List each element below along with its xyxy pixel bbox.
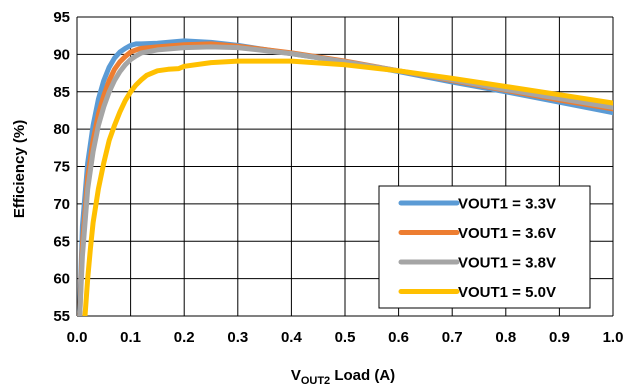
x-tick-labels: 0.0 0.1 0.2 0.3 0.4 0.5 0.6 0.7 0.8 0.9 1.0 — [67, 329, 624, 346]
x-tick-label: 0.3 — [227, 329, 248, 346]
legend-box — [378, 185, 591, 309]
x-axis-title-main: V — [291, 367, 301, 384]
x-tick-label: 0.7 — [442, 329, 463, 346]
x-tick-label: 0.6 — [388, 329, 409, 346]
y-tick-label: 90 — [53, 46, 70, 63]
x-tick-label: 1.0 — [603, 329, 624, 346]
x-tick-label: 0.1 — [120, 329, 141, 346]
y-tick-label: 85 — [53, 84, 70, 101]
legend-label: VOUT1 = 3.8V — [458, 255, 556, 272]
x-tick-label: 0.2 — [174, 329, 195, 346]
y-tick-label: 65 — [53, 233, 70, 250]
y-tick-label: 80 — [53, 121, 70, 138]
x-axis-title-sub: OUT2 — [301, 375, 330, 387]
x-tick-label: 0.5 — [335, 329, 356, 346]
x-tick-label: 0.0 — [67, 329, 88, 346]
series-lines — [77, 38, 613, 316]
legend-label: VOUT1 = 5.0V — [458, 284, 556, 301]
x-tick-label: 0.8 — [495, 329, 516, 346]
y-tick-labels: 55 60 65 70 75 80 85 90 95 — [53, 9, 70, 325]
y-tick-label: 75 — [53, 159, 70, 176]
y-tick-label: 70 — [53, 196, 70, 213]
x-axis-title-rest: Load (A) — [330, 367, 395, 384]
y-axis-title: Efficiency (%) — [11, 120, 28, 218]
x-axis-title: VOUT2 Load (A) — [291, 367, 395, 387]
y-tick-label: 55 — [53, 308, 70, 325]
y-tick-label: 95 — [53, 9, 70, 26]
legend-label: VOUT1 = 3.6V — [458, 225, 556, 242]
legend-label: VOUT1 = 3.3V — [458, 196, 556, 213]
series-line-4 — [82, 58, 613, 316]
x-tick-label: 0.9 — [549, 329, 570, 346]
x-tick-label: 0.4 — [281, 329, 303, 346]
y-tick-label: 60 — [53, 271, 70, 288]
legend: VOUT1 = 3.3V VOUT1 = 3.6V VOUT1 = 3.8V VOUT… — [378, 185, 591, 309]
